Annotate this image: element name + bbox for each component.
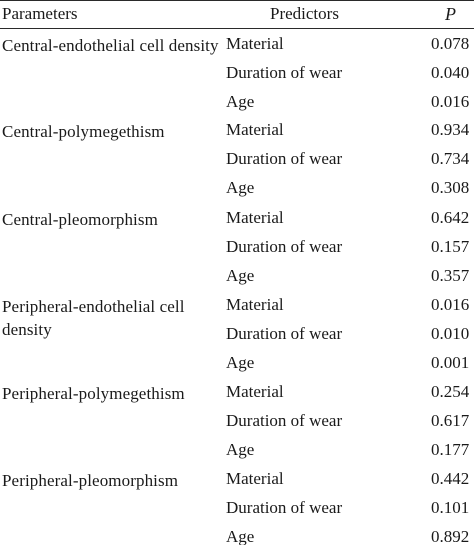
predictor-cell: Age [226,353,255,372]
predictor-cell: Age [226,178,255,197]
predictor-cell: Duration of wear [226,411,343,430]
parameter-label: Peripheral-pleomorphism [2,471,179,490]
table-row: Age 0.357 [0,261,474,290]
p-value-cell: 0.254 [431,382,470,401]
p-value-cell: 0.016 [431,92,470,111]
table-row: Age 0.016 [0,87,474,116]
p-value-cell: 0.934 [431,120,470,139]
p-value-cell: 0.617 [431,411,470,430]
header-rule [0,28,474,29]
p-value-cell: 0.734 [431,149,470,168]
table-row: Age 0.001 [0,348,474,377]
table-top-rule [0,0,474,1]
predictor-cell: Material [226,120,284,139]
p-value-cell: 0.357 [431,266,470,285]
table-row: Duration of wear 0.157 [0,232,474,261]
table-row: Duration of wear 0.734 [0,144,474,173]
predictor-cell: Age [226,527,255,545]
parameter-label: Central-endothelial cell density [2,36,219,55]
parameter-label: Central-polymegethism [2,122,165,141]
predictor-cell: Material [226,34,284,53]
p-value-cell: 0.010 [431,324,470,343]
p-value-cell: 0.442 [431,469,470,488]
predictor-cell: Age [226,92,255,111]
predictor-cell: Material [226,469,284,488]
table-row: Material 0.016 [0,290,474,319]
predictor-cell: Duration of wear [226,237,343,256]
predictor-cell: Age [226,266,255,285]
table-row: Material 0.078 [0,29,474,58]
predictor-cell: Material [226,382,284,401]
table-row: Age 0.892 [0,522,474,545]
p-value-cell: 0.892 [431,527,470,545]
header-p-value: P [445,4,456,24]
p-value-cell: 0.078 [431,34,470,53]
p-value-cell: 0.016 [431,295,470,314]
p-value-cell: 0.040 [431,63,470,82]
table-row: Material 0.934 [0,115,474,144]
parameter-label: Peripheral-endothelial cell density [2,297,185,339]
predictor-cell: Age [226,440,255,459]
table-row: Material 0.254 [0,377,474,406]
predictor-cell: Material [226,295,284,314]
predictor-cell: Duration of wear [226,324,343,343]
table-row: Duration of wear 0.010 [0,319,474,348]
predictor-cell: Material [226,208,284,227]
p-value-cell: 0.177 [431,440,470,459]
table-row: Material 0.442 [0,464,474,493]
header-predictors: Predictors [270,4,339,23]
table-row: Duration of wear 0.040 [0,58,474,87]
table-row: Duration of wear 0.617 [0,406,474,435]
table-row: Age 0.308 [0,173,474,202]
parameter-label: Peripheral-polymegethism [2,384,185,403]
p-value-cell: 0.642 [431,208,470,227]
header-parameters: Parameters [2,4,78,23]
predictor-cell: Duration of wear [226,149,343,168]
table-row: Duration of wear 0.101 [0,493,474,522]
predictor-cell: Duration of wear [226,63,343,82]
p-value-cell: 0.157 [431,237,470,256]
p-value-cell: 0.101 [431,498,470,517]
parameter-label: Central-pleomorphism [2,210,158,229]
predictor-cell: Duration of wear [226,498,343,517]
table-row: Age 0.177 [0,435,474,464]
table-row: Material 0.642 [0,203,474,232]
p-value-cell: 0.308 [431,178,470,197]
p-value-cell: 0.001 [431,353,470,372]
